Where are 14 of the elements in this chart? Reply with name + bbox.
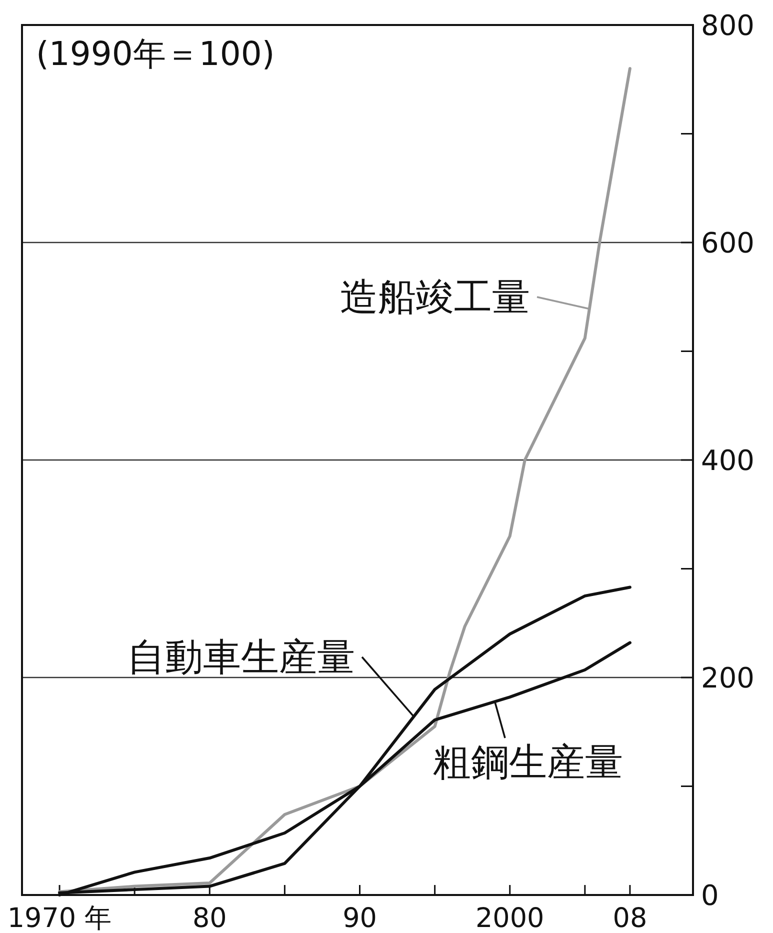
y-tick-label: 600 [701,226,754,260]
y-tick-label: 0 [701,879,719,912]
x-tick-label: 08 [612,903,648,933]
x-tick-label: 2000 [476,903,544,933]
y-tick-label: 800 [701,9,754,42]
y-tick-label: 400 [701,444,754,477]
x-tick-label: 90 [342,903,377,933]
y-tick-label: 200 [701,662,754,694]
series-label: 粗鋼生産量 [433,740,623,784]
legend-label: 造船竣工量 [340,275,530,319]
annotation: (1990年＝100) [36,34,275,73]
series-label: 自動車生産量 [127,635,355,679]
x-tick-label: 80 [192,903,227,933]
x-tick-label: 1970 年 [7,903,112,933]
